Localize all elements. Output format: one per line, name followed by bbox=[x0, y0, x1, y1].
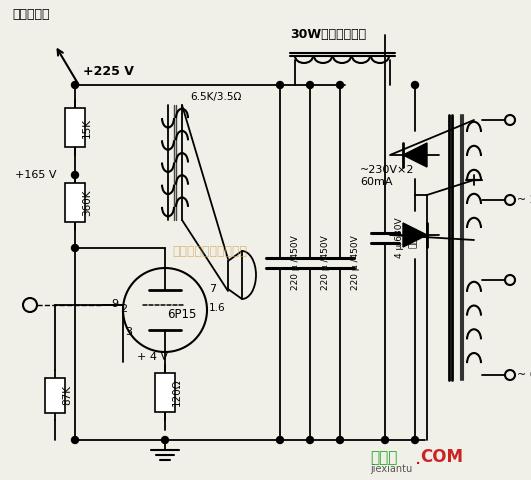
Text: +165 V: +165 V bbox=[15, 170, 56, 180]
Text: 15K: 15K bbox=[82, 118, 92, 137]
Circle shape bbox=[277, 82, 284, 88]
Bar bbox=[65, 108, 85, 147]
Text: 杭州捩捩科技有限公司: 杭州捩捩科技有限公司 bbox=[173, 245, 247, 258]
Text: 6P15: 6P15 bbox=[167, 309, 196, 322]
Circle shape bbox=[72, 244, 79, 252]
Text: 7: 7 bbox=[209, 284, 216, 294]
Text: 2: 2 bbox=[120, 304, 127, 314]
Text: 220 μ /450V: 220 μ /450V bbox=[292, 235, 301, 290]
Circle shape bbox=[72, 171, 79, 179]
Text: 滤波电容: 滤波电容 bbox=[408, 227, 417, 248]
Circle shape bbox=[381, 436, 389, 444]
Circle shape bbox=[161, 436, 168, 444]
Text: 30W日光灯镇流器: 30W日光灯镇流器 bbox=[290, 28, 366, 41]
Text: 220 μ /450V: 220 μ /450V bbox=[352, 235, 361, 290]
Text: 1.6: 1.6 bbox=[209, 303, 226, 313]
Text: 87K: 87K bbox=[62, 385, 72, 405]
Text: 3: 3 bbox=[125, 327, 132, 337]
Circle shape bbox=[306, 82, 313, 88]
Text: 120Ω: 120Ω bbox=[172, 379, 182, 406]
Text: 9: 9 bbox=[111, 299, 118, 309]
Circle shape bbox=[337, 436, 344, 444]
Circle shape bbox=[412, 436, 418, 444]
Polygon shape bbox=[403, 143, 427, 167]
Text: .: . bbox=[415, 449, 421, 468]
Circle shape bbox=[72, 436, 79, 444]
Text: ~ 220V: ~ 220V bbox=[517, 195, 531, 205]
Text: 去另一通道: 去另一通道 bbox=[12, 8, 49, 21]
Bar bbox=[65, 183, 85, 222]
Polygon shape bbox=[403, 223, 427, 247]
Text: + 4 V: + 4 V bbox=[137, 352, 168, 362]
Text: 220 μ /450V: 220 μ /450V bbox=[321, 235, 330, 290]
Circle shape bbox=[337, 82, 344, 88]
Text: ~ 6.3V 2A: ~ 6.3V 2A bbox=[517, 370, 531, 380]
Circle shape bbox=[277, 436, 284, 444]
Text: COM: COM bbox=[420, 448, 463, 466]
Text: 60mA: 60mA bbox=[360, 177, 392, 187]
Circle shape bbox=[72, 82, 79, 88]
Text: 6.5K/3.5Ω: 6.5K/3.5Ω bbox=[190, 92, 242, 102]
Text: ~230V×2: ~230V×2 bbox=[360, 165, 415, 175]
Text: jiexiantu: jiexiantu bbox=[370, 464, 412, 474]
Text: 360K: 360K bbox=[82, 189, 92, 216]
Text: 4 μ/630V: 4 μ/630V bbox=[395, 217, 404, 258]
Bar bbox=[45, 377, 65, 412]
Text: +225 V: +225 V bbox=[83, 65, 134, 78]
Bar bbox=[155, 373, 175, 412]
Circle shape bbox=[306, 436, 313, 444]
Circle shape bbox=[412, 82, 418, 88]
Text: 接线图: 接线图 bbox=[370, 450, 397, 465]
